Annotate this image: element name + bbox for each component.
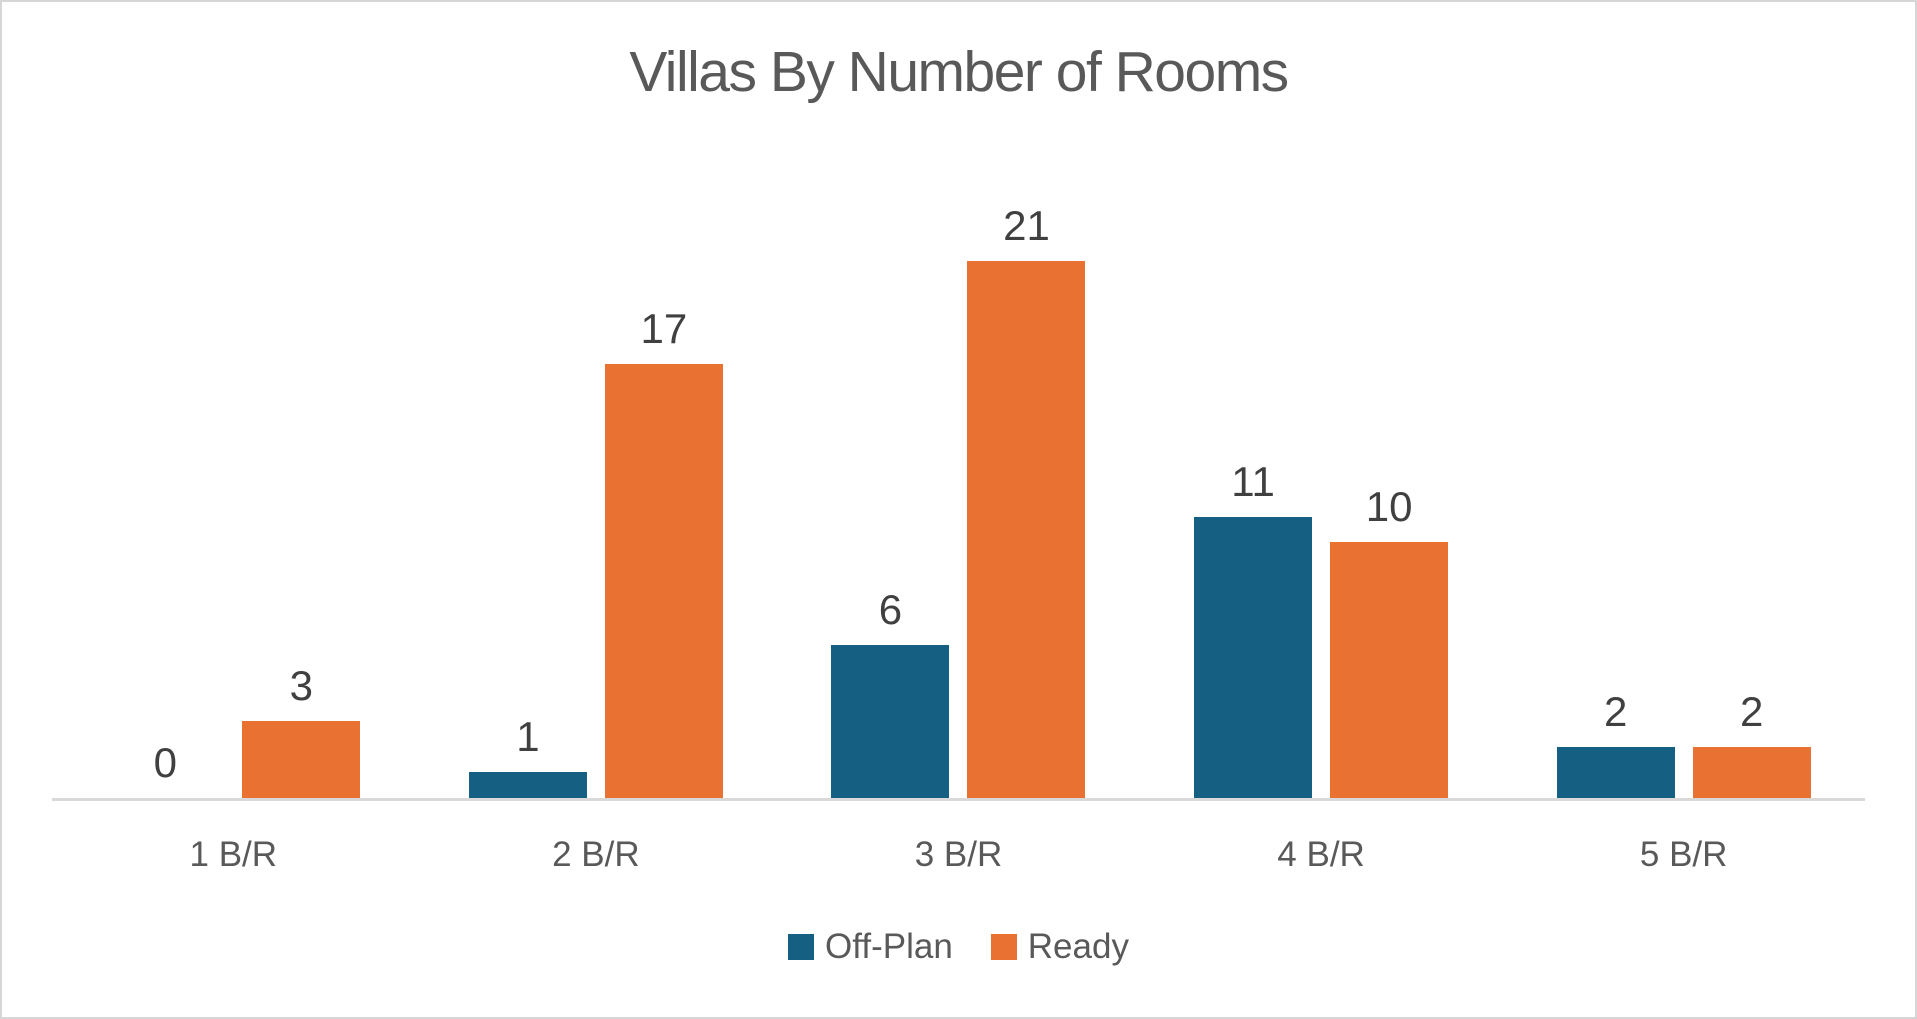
x-axis-label-5-b-r: 5 B/R (1639, 835, 1728, 874)
data-label-ready-3-b-r: 21 (1003, 202, 1050, 249)
bar-off-plan-5-b-r (1556, 747, 1675, 798)
data-label-ready-2-b-r: 17 (640, 305, 688, 352)
bar-slot-off-plan-3-b-r: 6 (831, 586, 950, 798)
data-label-off-plan-4-b-r: 11 (1231, 458, 1275, 505)
bar-ready-5-b-r (1692, 747, 1811, 798)
bar-slot-off-plan-1-b-r: 0 (106, 742, 224, 798)
legend-label-ready: Ready (1027, 927, 1129, 966)
bar-slot-off-plan-4-b-r: 11 (1194, 458, 1313, 798)
bar-group-2-b-r: 1 17 (415, 108, 778, 798)
chart-title: Villas By Number of Rooms (629, 40, 1289, 104)
legend-label-off-plan: Off-Plan (825, 927, 953, 966)
legend-swatch-icon-off-plan (788, 934, 815, 960)
x-axis-label-4-b-r: 4 B/R (1277, 835, 1365, 874)
bar-off-plan-3-b-r (831, 645, 950, 798)
bar-slot-off-plan-2-b-r: 1 (468, 713, 587, 798)
legend: Off-Plan Ready (2, 927, 1915, 967)
bar-ready-1-b-r (242, 721, 361, 798)
bar-off-plan-4-b-r (1194, 517, 1313, 798)
legend-item-ready: Ready (990, 927, 1129, 967)
bar-slot-ready-1-b-r: 3 (242, 662, 361, 798)
bar-slot-ready-2-b-r: 17 (604, 305, 723, 798)
data-label-off-plan-3-b-r: 6 (878, 586, 903, 633)
data-label-off-plan-5-b-r: 2 (1603, 688, 1628, 735)
x-axis-labels: 1 B/R 2 B/R 3 B/R 4 B/R 5 B/R (52, 801, 1865, 875)
x-axis-line (52, 798, 1865, 801)
data-label-ready-5-b-r: 2 (1739, 688, 1764, 735)
bar-ready-3-b-r (967, 261, 1086, 798)
bar-ready-4-b-r (1330, 542, 1449, 798)
bar-ready-2-b-r (604, 364, 723, 798)
bar-off-plan-2-b-r (468, 772, 587, 798)
data-label-off-plan-1-b-r: 0 (153, 739, 177, 786)
data-label-ready-1-b-r: 3 (289, 662, 313, 709)
bar-group-3-b-r: 6 21 (777, 108, 1140, 798)
legend-item-off-plan: Off-Plan (788, 927, 953, 967)
bar-slot-off-plan-5-b-r: 2 (1556, 688, 1675, 798)
data-label-ready-4-b-r: 10 (1365, 483, 1413, 530)
bar-group-4-b-r: 11 10 (1140, 108, 1503, 798)
bar-slot-ready-5-b-r: 2 (1692, 688, 1811, 798)
legend-swatch-icon-ready (990, 934, 1017, 960)
bar-slot-ready-4-b-r: 10 (1330, 483, 1449, 798)
bar-slot-ready-3-b-r: 21 (967, 202, 1086, 798)
x-axis-label-1-b-r: 1 B/R (189, 835, 278, 874)
data-label-off-plan-2-b-r: 1 (516, 713, 540, 760)
x-axis-label-2-b-r: 2 B/R (552, 835, 640, 874)
x-axis-label-3-b-r: 3 B/R (914, 835, 1003, 874)
plot-area: 0 3 1 17 6 21 11 10 2 2 (52, 108, 1865, 798)
